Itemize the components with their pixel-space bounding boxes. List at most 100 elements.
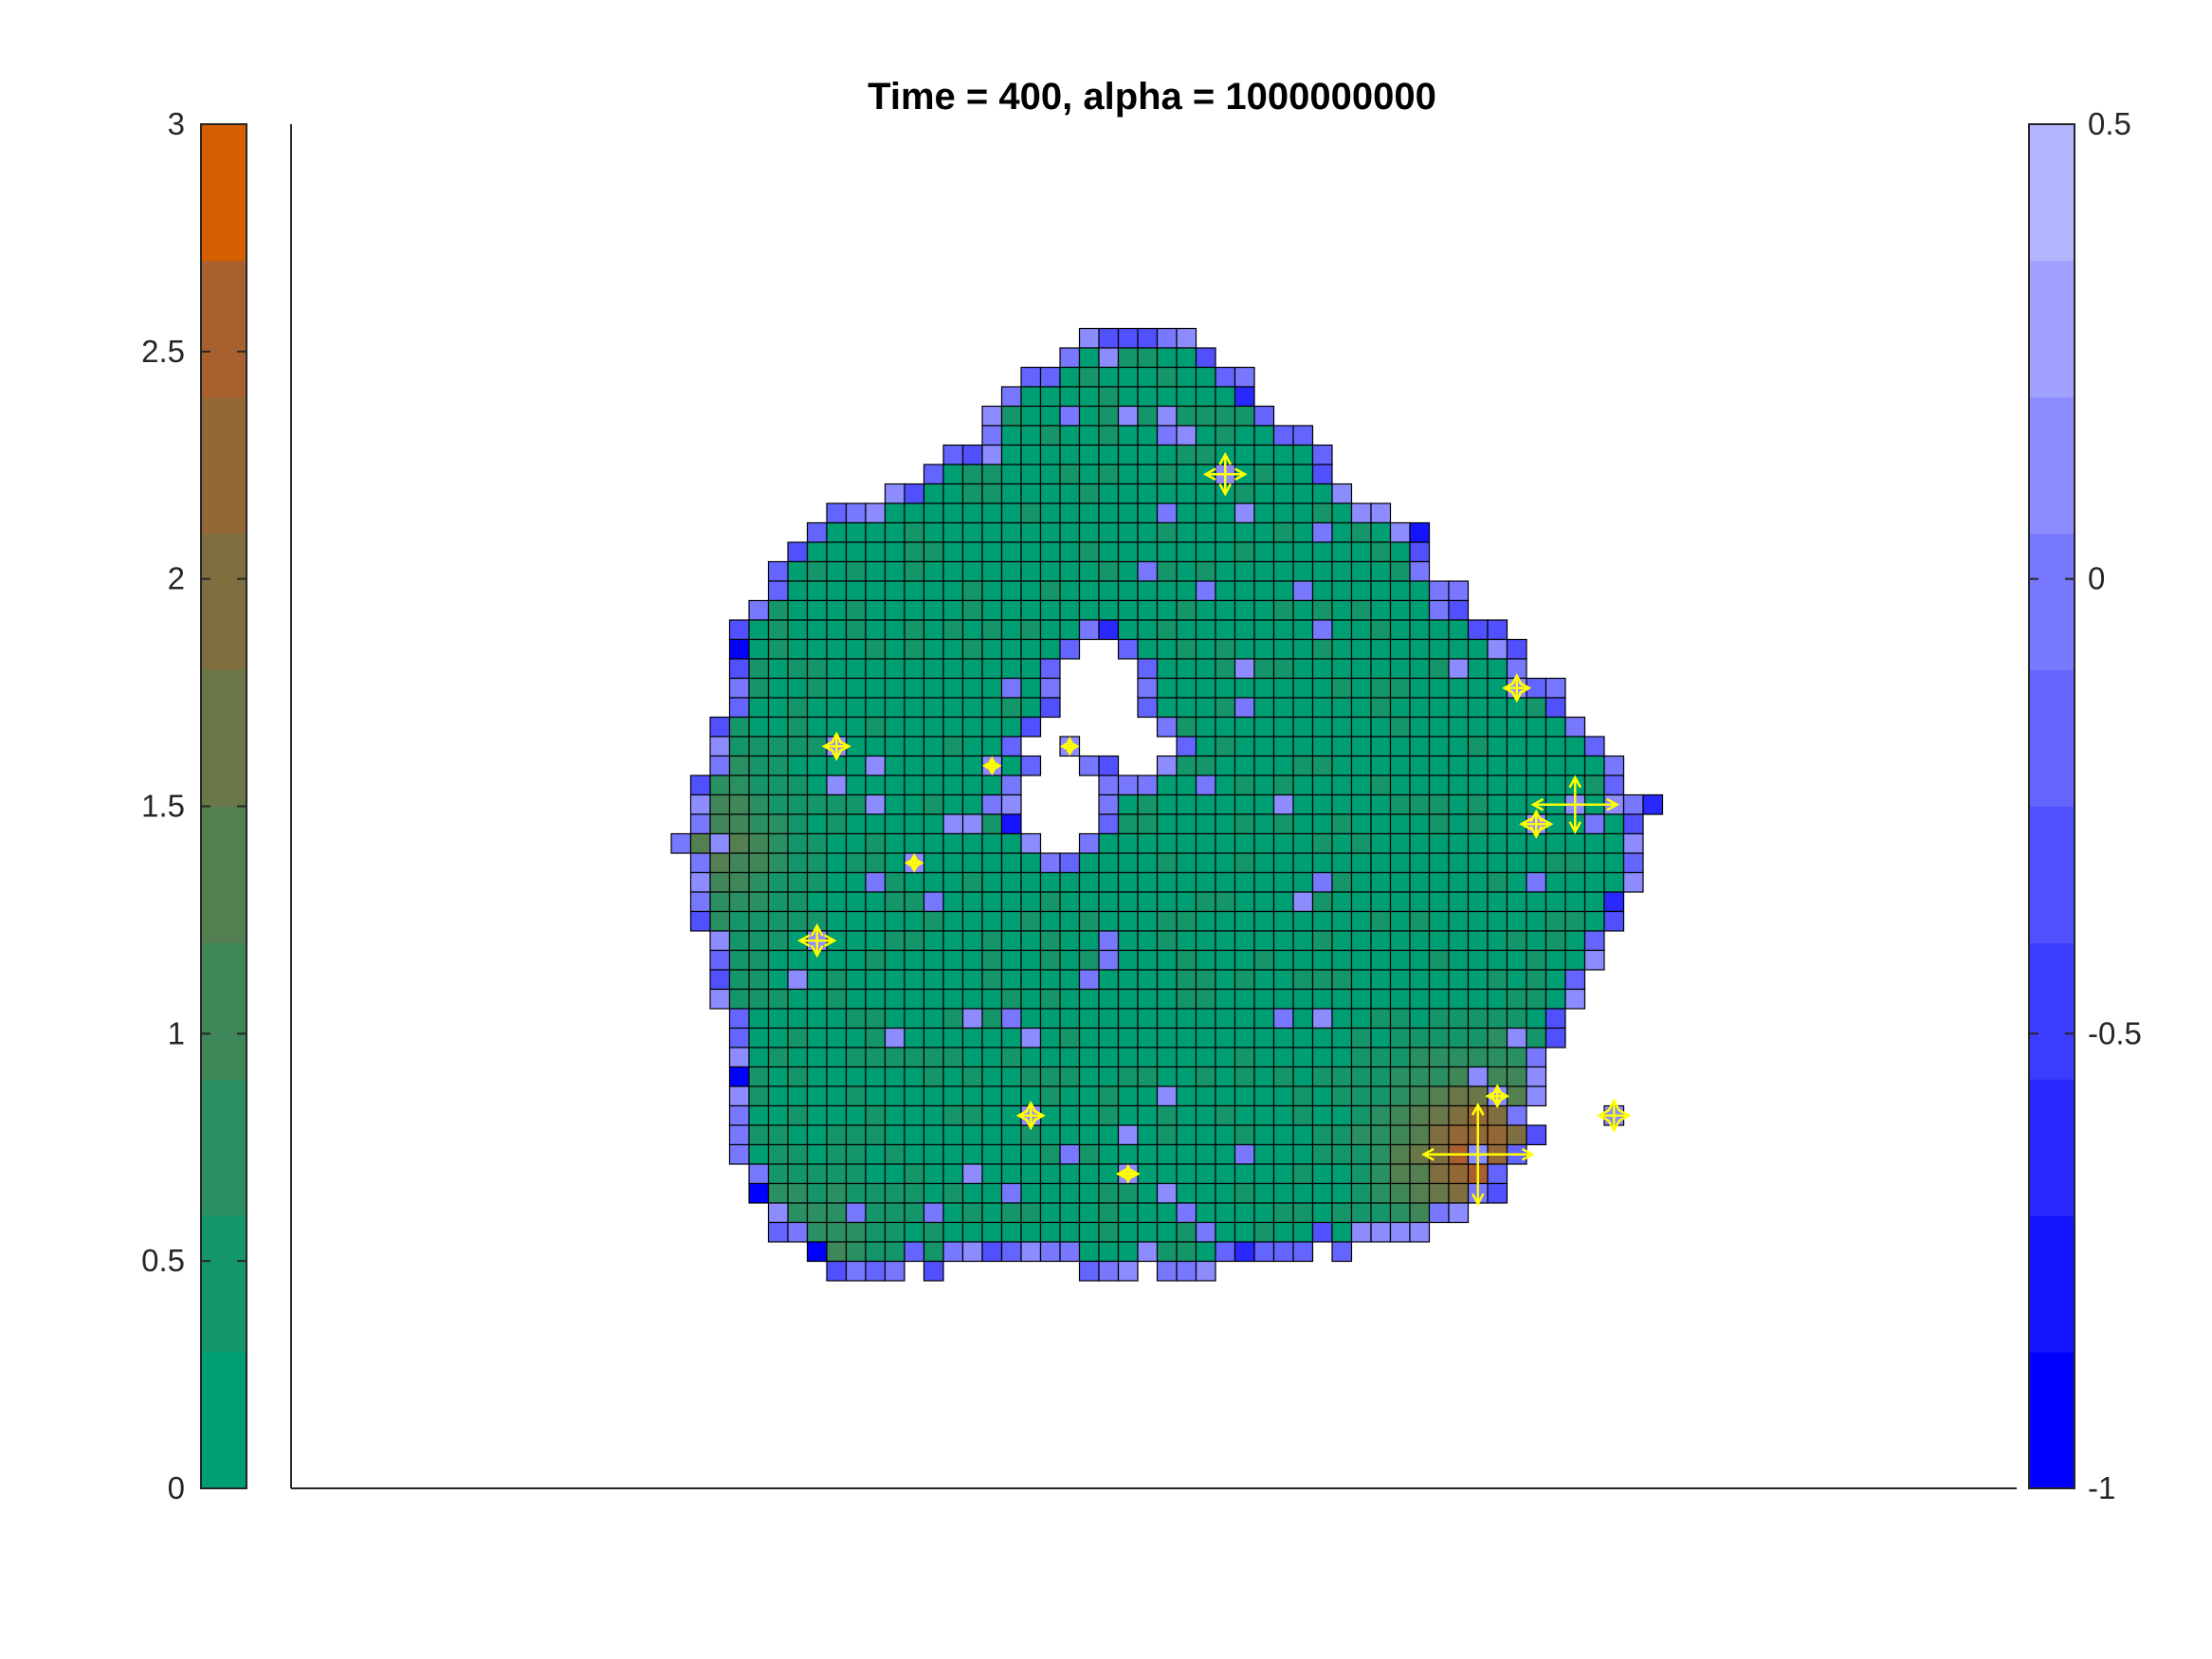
cell xyxy=(981,502,1003,524)
cell xyxy=(1195,425,1216,447)
cell xyxy=(1234,736,1255,757)
cell xyxy=(1253,697,1275,719)
cell xyxy=(1078,444,1100,465)
cell xyxy=(961,1027,983,1048)
left-colorbar-tick-label: 0 xyxy=(168,1470,185,1505)
cell xyxy=(728,949,750,971)
cell xyxy=(1059,1163,1081,1185)
cell xyxy=(1234,949,1255,971)
cell xyxy=(884,910,905,932)
cell xyxy=(1409,755,1431,776)
cell xyxy=(1156,1066,1178,1087)
cell xyxy=(1389,988,1411,1010)
cell xyxy=(1156,1124,1178,1146)
cell xyxy=(826,619,848,641)
cell xyxy=(961,464,983,485)
cell xyxy=(1020,1182,1042,1204)
cell xyxy=(1370,521,1392,543)
vector-arrowhead xyxy=(1509,673,1524,686)
cell xyxy=(787,969,809,991)
cell xyxy=(1117,521,1139,543)
cell xyxy=(1331,852,1353,874)
cell xyxy=(1370,813,1392,835)
boundary-cell xyxy=(1487,619,1508,641)
cell xyxy=(806,638,828,660)
cell xyxy=(1137,347,1159,369)
cell xyxy=(1583,910,1605,932)
cell xyxy=(865,949,887,971)
cell xyxy=(1020,386,1042,408)
cell xyxy=(1253,1047,1275,1068)
cell xyxy=(904,755,925,776)
left-colorbar-tick-label: 1 xyxy=(168,1015,185,1050)
cell xyxy=(748,1027,770,1048)
cell xyxy=(1215,1221,1236,1243)
cell xyxy=(1117,910,1139,932)
cell xyxy=(923,930,944,952)
cell xyxy=(884,716,905,738)
cell xyxy=(1311,755,1333,776)
cell xyxy=(1409,1066,1431,1087)
cell xyxy=(1000,580,1022,602)
cell xyxy=(1156,1241,1178,1263)
cell xyxy=(1176,580,1197,602)
cell xyxy=(1467,736,1489,757)
cell xyxy=(1603,871,1625,893)
cell xyxy=(787,599,809,621)
cell xyxy=(865,697,887,719)
boundary-cell xyxy=(709,988,731,1010)
cell xyxy=(1098,1202,1120,1224)
cell xyxy=(1448,832,1470,854)
cell xyxy=(1350,793,1372,815)
cell xyxy=(923,521,944,543)
boundary-cell xyxy=(1020,832,1042,854)
cell xyxy=(1389,1027,1411,1048)
cell xyxy=(1078,483,1100,504)
cell xyxy=(961,793,983,815)
cell xyxy=(845,1182,867,1204)
cell xyxy=(1176,1221,1197,1243)
cell xyxy=(845,560,867,582)
cell xyxy=(748,619,770,641)
cell xyxy=(1195,1124,1216,1146)
cell xyxy=(1253,658,1275,680)
boundary-cell xyxy=(1564,716,1586,738)
cell xyxy=(1487,969,1508,991)
cell xyxy=(826,638,848,660)
boundary-cell xyxy=(884,483,905,504)
cell xyxy=(1137,949,1159,971)
cell xyxy=(1137,638,1159,660)
cell xyxy=(1000,541,1022,563)
cell xyxy=(1059,425,1081,447)
cell xyxy=(845,852,867,874)
cell xyxy=(1039,444,1061,465)
cell xyxy=(1176,425,1197,447)
boundary-cell xyxy=(1039,852,1061,874)
cell xyxy=(1292,1163,1314,1185)
cell xyxy=(806,1124,828,1146)
cell xyxy=(1389,638,1411,660)
boundary-cell xyxy=(845,502,867,524)
cell xyxy=(748,1124,770,1146)
cell xyxy=(748,1104,770,1126)
cell xyxy=(1292,1047,1314,1068)
boundary-cell xyxy=(728,1047,750,1068)
boundary-cell xyxy=(1059,1241,1081,1263)
cell xyxy=(806,1202,828,1224)
cell xyxy=(1020,444,1042,465)
boundary-cell xyxy=(709,949,731,971)
cell xyxy=(1000,1124,1022,1146)
cell xyxy=(1000,1027,1022,1048)
boundary-cell xyxy=(981,405,1003,427)
cell xyxy=(806,793,828,815)
cell xyxy=(1020,1221,1042,1243)
cell xyxy=(1409,852,1431,874)
boundary-cell xyxy=(709,969,731,991)
cell xyxy=(1000,1047,1022,1068)
cell xyxy=(1215,1027,1236,1048)
right-colorbar-level-9 xyxy=(2029,124,2075,262)
cell xyxy=(981,1066,1003,1087)
cell xyxy=(1156,1027,1178,1048)
cell xyxy=(904,1085,925,1107)
cell xyxy=(1137,1027,1159,1048)
